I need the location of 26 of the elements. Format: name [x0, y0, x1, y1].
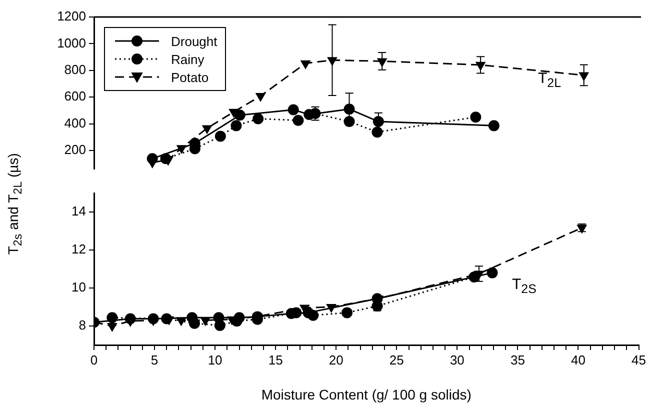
x-tick-label: 40	[571, 352, 586, 368]
legend-label: Potato	[171, 70, 209, 84]
x-tick-label: 15	[268, 352, 283, 368]
x-tick-label: 25	[389, 352, 404, 368]
y-tick-label: 600	[64, 88, 86, 104]
x-tick-label: 5	[150, 352, 158, 368]
annotation: T$_{2L}$	[538, 70, 562, 90]
y-tick-label: 14	[72, 204, 86, 219]
y-tick-label: 10	[72, 280, 86, 295]
x-tick-label: 10	[208, 352, 222, 368]
y-tick-label: 400	[64, 115, 86, 130]
y-tick-label: 800	[64, 62, 86, 77]
legend-label: Rainy	[171, 52, 204, 66]
y-tick-label: 200	[64, 142, 86, 158]
x-tick-label: 45	[632, 352, 646, 368]
legend-label: Drought	[171, 34, 218, 48]
y-tick-label: 1200	[57, 8, 86, 24]
x-tick-label: 20	[328, 352, 344, 368]
y-tick-label: 12	[72, 242, 86, 257]
x-tick-label: 35	[510, 352, 525, 368]
x-axis-title: Moisture Content (g/ 100 g solids)	[261, 386, 472, 402]
y-tick-label: 8	[78, 318, 86, 333]
x-tick-label: 0	[90, 352, 98, 368]
y-tick-label: 1000	[57, 35, 86, 50]
annotation: T$_{2S}$	[512, 276, 536, 296]
x-tick-label: 30	[450, 352, 464, 368]
